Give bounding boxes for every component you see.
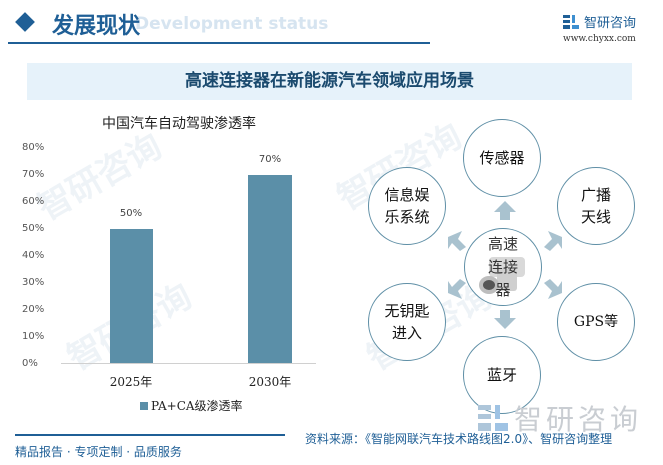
y-tick: 20% (22, 304, 45, 315)
footer-divider (15, 434, 285, 436)
page-header: Development status 发展现状 智研咨询 www.chyxx.c… (0, 0, 663, 50)
watermark-logo: 智研咨询 (478, 398, 642, 438)
y-tick: 30% (22, 277, 45, 288)
y-tick: 60% (22, 196, 45, 207)
slide-title: 高速连接器在新能源汽车领域应用场景 (27, 63, 632, 100)
section-subtitle-en: Development status (135, 14, 329, 34)
bar-value-label: 70% (258, 154, 282, 165)
x-tick: 2030年 (248, 375, 292, 389)
node-gps: GPS等 (557, 283, 635, 361)
source-note: 资料来源：《智能网联汽车技术路线图2.0》、智研咨询整理 (305, 432, 613, 446)
footer-slogan: 精品报告 · 专项定制 · 品质服务 (15, 445, 182, 459)
arrow-icons (448, 201, 562, 329)
y-tick: 80% (22, 142, 45, 153)
bar-2025 (110, 229, 153, 363)
y-tick: 70% (22, 169, 45, 180)
section-title: 发展现状 (52, 13, 141, 39)
y-tick: 10% (22, 331, 45, 342)
node-bluetooth: 蓝牙 (463, 336, 541, 414)
bar-value-label: 50% (119, 208, 143, 219)
center-label: 高速连接器 (487, 234, 518, 299)
x-axis-line (61, 363, 316, 364)
legend-swatch (140, 401, 148, 410)
diamond-icon (15, 12, 35, 32)
y-tick: 40% (22, 250, 45, 261)
watermark-logo-text: 智研咨询 (514, 403, 643, 436)
header-divider (8, 42, 430, 44)
node-label: 信息娱乐系统 (384, 186, 430, 226)
y-tick: 0% (22, 358, 38, 369)
brand-logo-icon (563, 14, 579, 29)
center-connector-node: 高速连接器 (464, 228, 542, 306)
node-keyless-entry: 无钥匙进入 (368, 283, 446, 361)
connector-image-icon (479, 257, 525, 294)
x-tick: 2025年 (109, 375, 153, 389)
chart-legend: PA+CA级渗透率 (140, 397, 243, 414)
legend-label: PA+CA级渗透率 (151, 399, 243, 413)
node-infotainment: 信息娱乐系统 (368, 167, 446, 245)
bar-2030 (248, 175, 292, 363)
brand-name: 智研咨询 (584, 16, 637, 31)
node-radio-antenna: 广播天线 (557, 167, 635, 245)
y-tick: 50% (22, 223, 45, 234)
brand-logo-icon (478, 405, 508, 431)
chart-title: 中国汽车自动驾驶渗透率 (102, 116, 256, 132)
brand-url: www.chyxx.com (563, 34, 636, 44)
node-sensor: 传感器 (463, 119, 541, 197)
node-label: 广播天线 (580, 186, 611, 226)
brand-logo: 智研咨询 (563, 12, 636, 31)
node-label: 无钥匙进入 (384, 302, 430, 342)
